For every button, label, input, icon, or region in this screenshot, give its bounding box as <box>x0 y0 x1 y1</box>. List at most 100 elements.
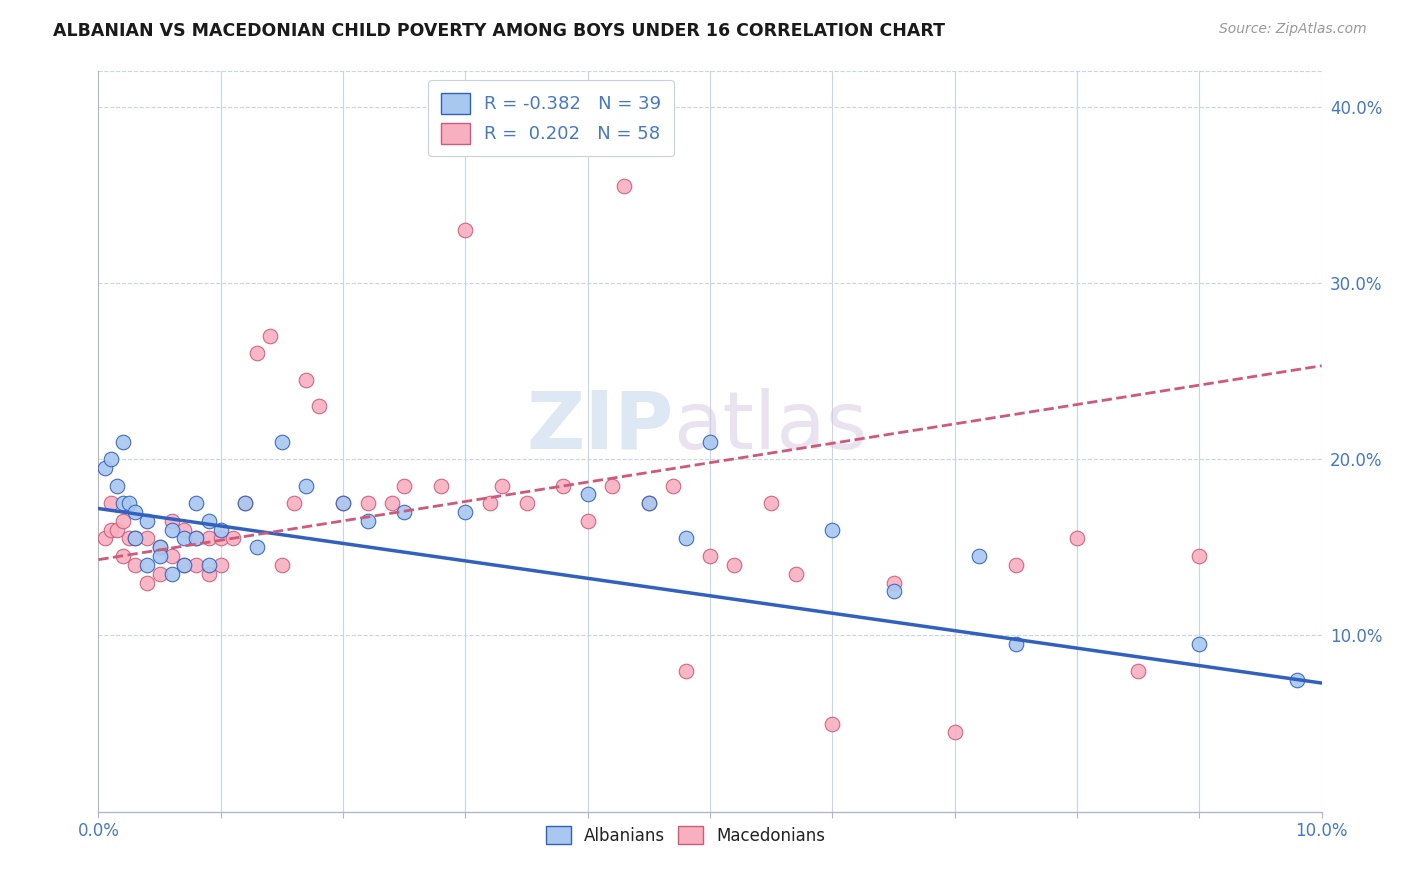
Point <box>392 478 416 492</box>
Point <box>759 496 782 510</box>
Point <box>576 514 599 528</box>
Point <box>149 541 172 555</box>
Point <box>197 558 219 572</box>
Point <box>124 558 146 572</box>
Point <box>100 452 122 467</box>
Point <box>516 496 538 510</box>
Point <box>209 558 232 572</box>
Point <box>454 223 477 237</box>
Point <box>105 523 128 537</box>
Point <box>173 558 195 572</box>
Point <box>118 532 141 546</box>
Point <box>136 558 159 572</box>
Point <box>553 478 575 492</box>
Point <box>491 478 513 492</box>
Point <box>173 532 195 546</box>
Point <box>93 461 115 475</box>
Point <box>967 549 990 563</box>
Point <box>246 541 269 555</box>
Point <box>160 566 183 581</box>
Point <box>124 532 146 546</box>
Point <box>675 532 697 546</box>
Point <box>821 716 844 731</box>
Point <box>883 584 905 599</box>
Point <box>943 725 966 739</box>
Point <box>478 496 501 510</box>
Point <box>186 532 208 546</box>
Point <box>118 496 141 510</box>
Point <box>149 549 172 563</box>
Point <box>111 496 134 510</box>
Point <box>613 178 636 193</box>
Point <box>136 514 159 528</box>
Point <box>600 478 623 492</box>
Point <box>259 328 281 343</box>
Point <box>699 434 721 449</box>
Point <box>1004 558 1026 572</box>
Point <box>381 496 404 510</box>
Point <box>785 566 807 581</box>
Point <box>883 575 905 590</box>
Text: ZIP: ZIP <box>526 388 673 466</box>
Point <box>149 566 172 581</box>
Y-axis label: Child Poverty Among Boys Under 16: Child Poverty Among Boys Under 16 <box>0 302 7 581</box>
Point <box>356 496 378 510</box>
Point <box>160 523 183 537</box>
Point <box>1188 549 1211 563</box>
Text: ALBANIAN VS MACEDONIAN CHILD POVERTY AMONG BOYS UNDER 16 CORRELATION CHART: ALBANIAN VS MACEDONIAN CHILD POVERTY AMO… <box>53 22 945 40</box>
Point <box>454 505 477 519</box>
Point <box>295 478 318 492</box>
Point <box>295 373 318 387</box>
Point <box>124 532 146 546</box>
Point <box>209 523 232 537</box>
Point <box>197 566 219 581</box>
Point <box>356 514 378 528</box>
Text: Source: ZipAtlas.com: Source: ZipAtlas.com <box>1219 22 1367 37</box>
Point <box>270 434 292 449</box>
Point <box>173 523 195 537</box>
Point <box>699 549 721 563</box>
Point <box>270 558 292 572</box>
Point <box>576 487 599 501</box>
Point <box>637 496 661 510</box>
Point <box>100 523 122 537</box>
Point <box>136 575 159 590</box>
Point <box>136 532 159 546</box>
Point <box>149 541 172 555</box>
Point <box>93 532 115 546</box>
Point <box>308 399 330 413</box>
Text: atlas: atlas <box>673 388 868 466</box>
Point <box>197 532 219 546</box>
Point <box>430 478 453 492</box>
Point <box>637 496 661 510</box>
Point <box>1004 637 1026 651</box>
Point <box>197 514 219 528</box>
Point <box>160 549 183 563</box>
Point <box>173 558 195 572</box>
Point <box>1188 637 1211 651</box>
Point <box>1066 532 1088 546</box>
Point <box>186 558 208 572</box>
Point <box>160 514 183 528</box>
Legend: Albanians, Macedonians: Albanians, Macedonians <box>538 820 832 852</box>
Point <box>111 434 134 449</box>
Point <box>124 505 146 519</box>
Point <box>186 532 208 546</box>
Point <box>233 496 256 510</box>
Point <box>332 496 354 510</box>
Point <box>332 496 354 510</box>
Point <box>392 505 416 519</box>
Point <box>246 346 269 360</box>
Point <box>111 514 134 528</box>
Point <box>675 664 697 678</box>
Point <box>723 558 745 572</box>
Point <box>821 523 844 537</box>
Point <box>186 496 208 510</box>
Point <box>100 496 122 510</box>
Point <box>662 478 685 492</box>
Point <box>111 549 134 563</box>
Point <box>283 496 305 510</box>
Point <box>105 478 128 492</box>
Point <box>209 532 232 546</box>
Point <box>233 496 256 510</box>
